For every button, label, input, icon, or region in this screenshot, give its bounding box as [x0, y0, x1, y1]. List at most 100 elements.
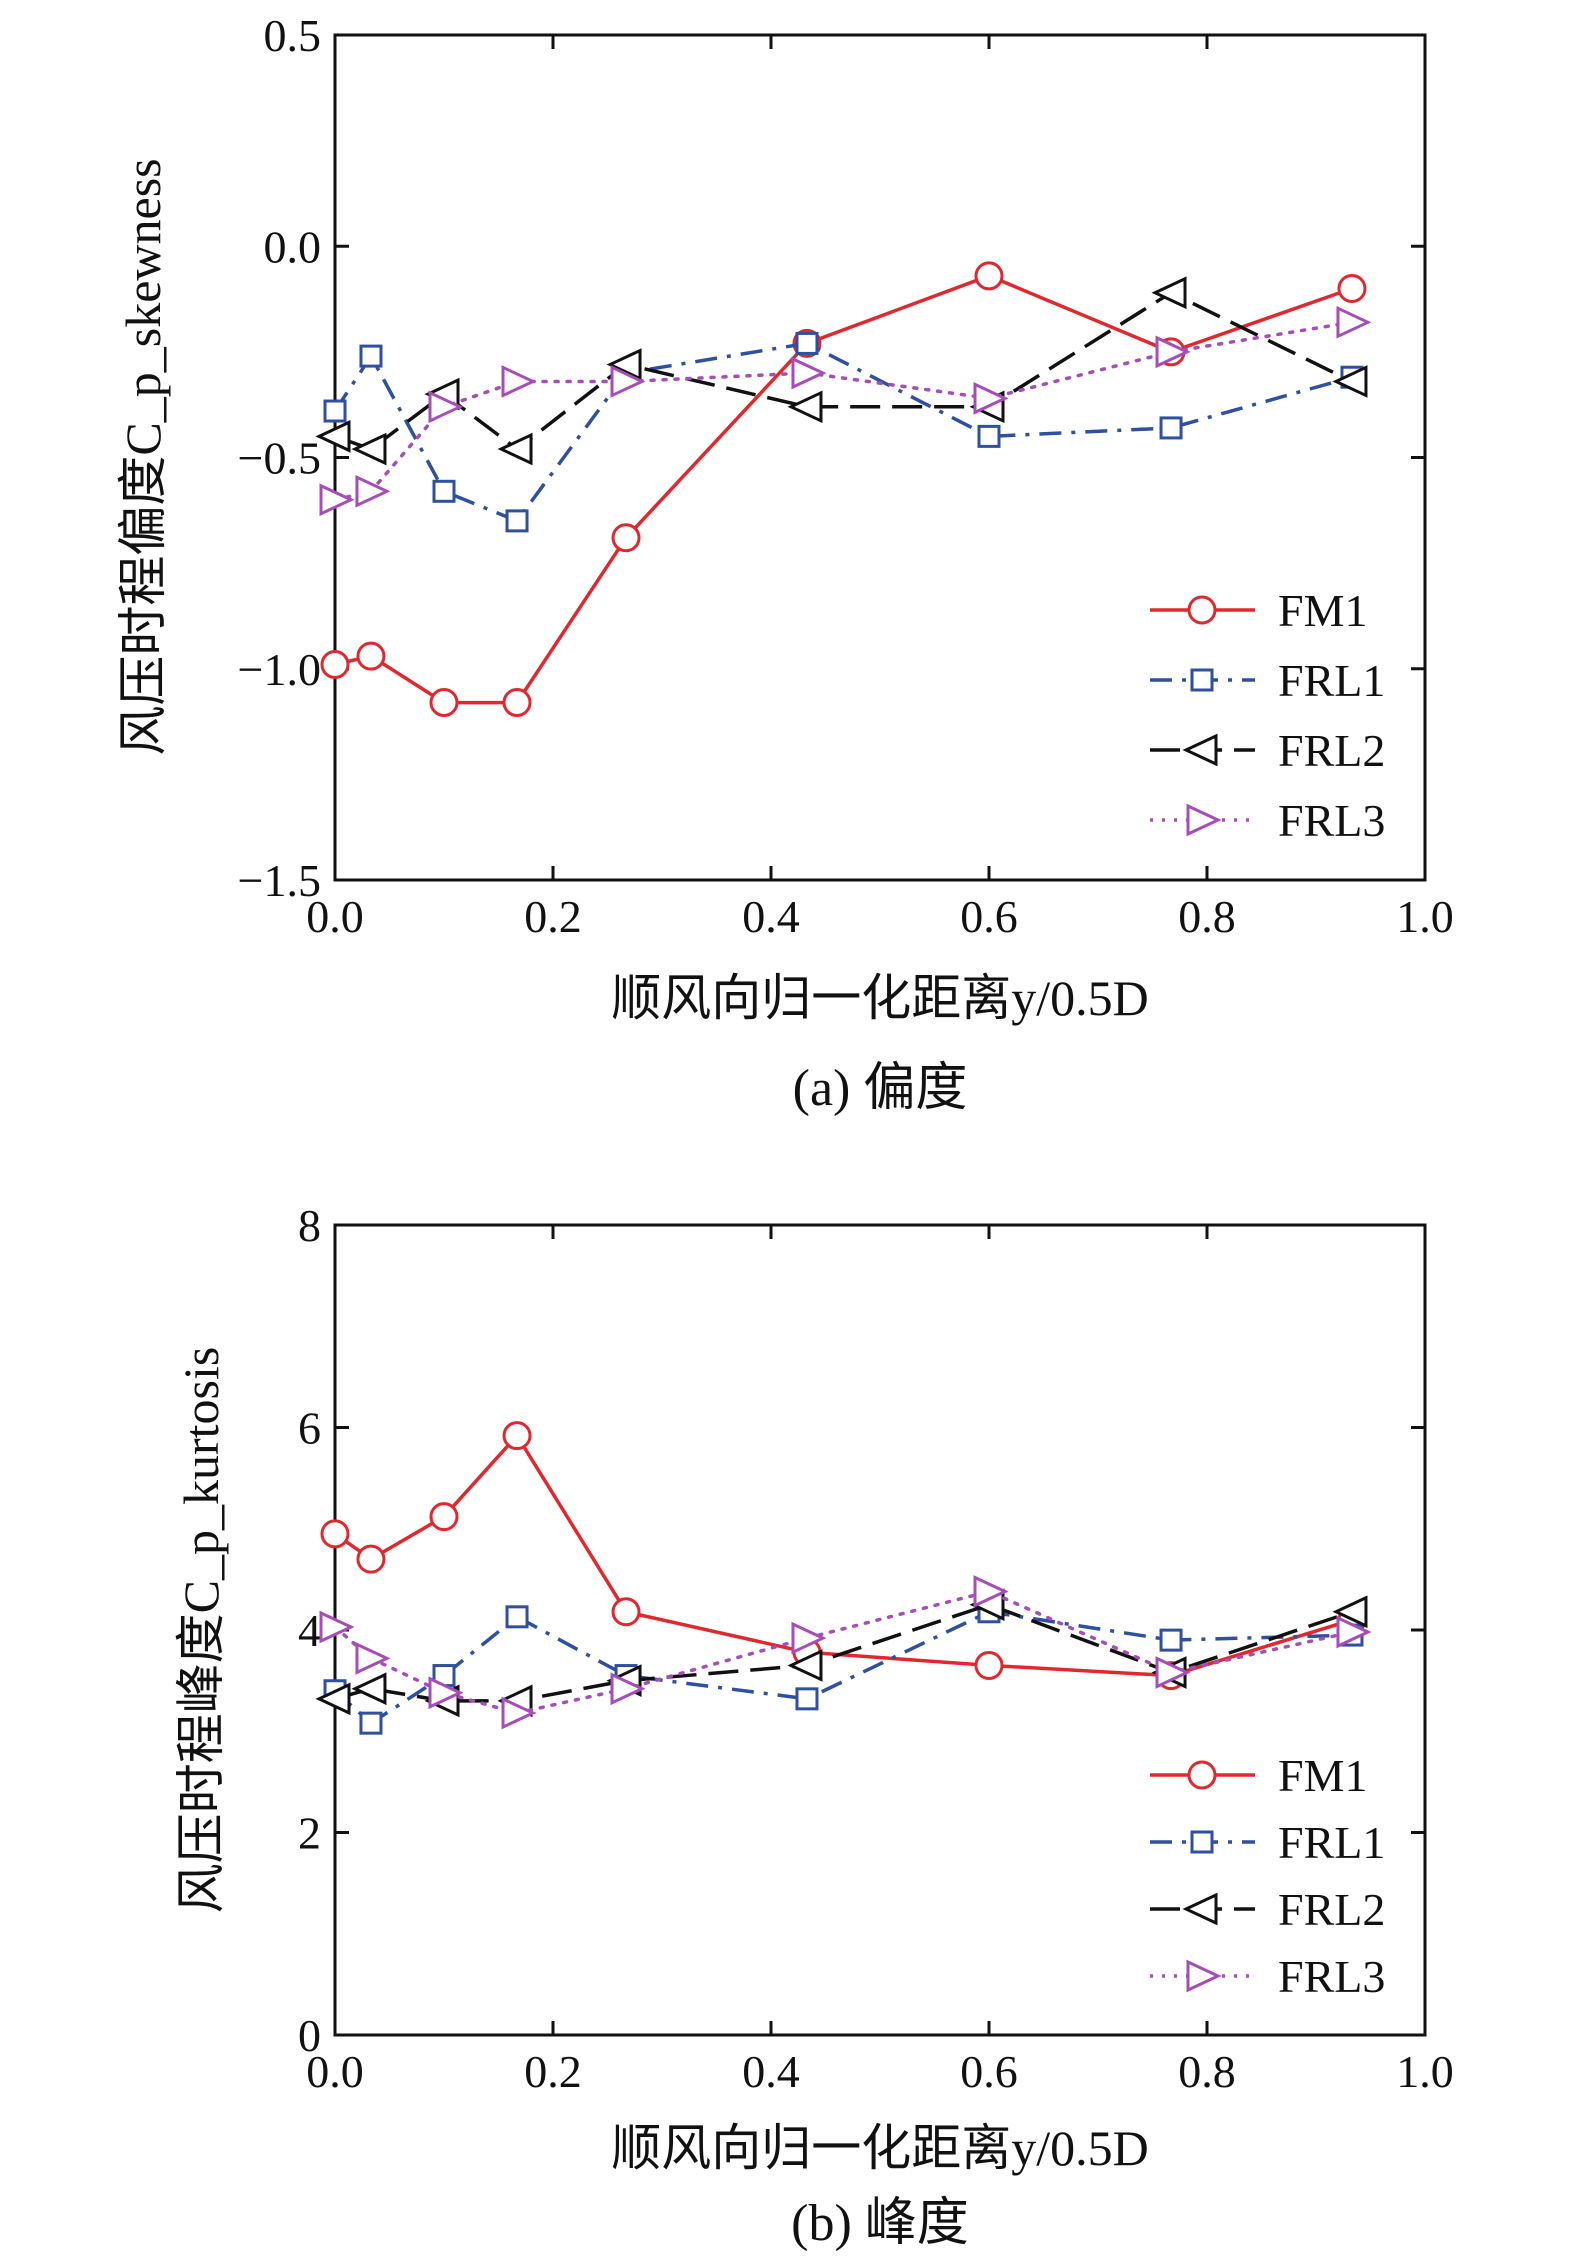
legend-marker-fm1 — [1187, 595, 1217, 625]
x-axis-title: 顺风向归一化距离y/0.5D — [611, 2120, 1149, 2176]
data-point-fm1 — [974, 261, 1004, 291]
data-point-frl3 — [1336, 305, 1372, 339]
data-point-fm1 — [502, 688, 532, 718]
plot-frame — [333, 33, 1427, 882]
series-group — [315, 1421, 1372, 1735]
data-point-frl1 — [795, 1687, 819, 1711]
legend-marker-frl3 — [1186, 1959, 1222, 1993]
x-tick-label: 0.8 — [1178, 2046, 1236, 2097]
data-point-frl3 — [355, 1641, 391, 1675]
series-line-frl1 — [333, 341, 1353, 523]
x-tick-label: 0.0 — [306, 2046, 364, 2097]
x-tick-label: 0.4 — [742, 891, 800, 942]
panel-caption: (b) 峰度 — [791, 2195, 969, 2252]
data-point-frl3 — [428, 1676, 464, 1710]
x-tick-label: 0.6 — [960, 2046, 1018, 2097]
x-tick-label: 0.4 — [742, 2046, 800, 2097]
data-point-frl1 — [432, 479, 456, 503]
x-tick-label: 1.0 — [1396, 891, 1454, 942]
legend-label-frl1: FRL1 — [1278, 655, 1385, 706]
y-tick-label: 2 — [298, 1808, 321, 1859]
legend-marker-frl3 — [1186, 803, 1222, 837]
legend: FM1 FRL1 FRL2 FRL3 — [1150, 1750, 1385, 2002]
legend-marker-frl1 — [1190, 1830, 1214, 1854]
data-point-frl1 — [1159, 1628, 1183, 1652]
data-point-fm1 — [429, 1502, 459, 1532]
legend-label-frl1: FRL1 — [1278, 1817, 1385, 1868]
data-point-frl1 — [323, 399, 347, 423]
legend-marker-frl2 — [1182, 1892, 1218, 1926]
data-point-frl3 — [501, 1696, 537, 1730]
data-point-frl2 — [351, 432, 387, 466]
x-tick-label: 0.2 — [524, 2046, 582, 2097]
data-point-frl2 — [315, 420, 351, 453]
data-point-frl1 — [359, 344, 383, 368]
data-point-frl2 — [606, 348, 642, 381]
panel-a-skewness: 0.0 0.2 0.4 0.6 0.8 1.0 −1.5 −1.0 −0.5 0.0 0.5 FM1… — [115, 10, 1454, 1117]
data-point-frl1 — [505, 509, 529, 533]
data-point-frl1 — [795, 331, 819, 355]
series-line-fm1 — [334, 274, 1353, 705]
data-point-fm1 — [974, 1650, 1004, 1680]
y-tick-label: −1.5 — [238, 855, 321, 906]
data-point-frl2 — [1332, 1595, 1368, 1629]
data-point-frl1 — [1159, 416, 1183, 440]
data-point-frl1 — [977, 424, 1001, 448]
x-tick-label: 0.0 — [306, 891, 364, 942]
data-point-frl3 — [791, 1621, 827, 1655]
series-line-frl2 — [334, 1602, 1353, 1703]
data-point-frl3 — [973, 381, 1009, 415]
series-line-frl2 — [334, 290, 1353, 451]
y-tick-label: 6 — [298, 1403, 321, 1454]
data-point-frl2 — [787, 1649, 823, 1682]
data-point-frl3 — [791, 356, 827, 390]
y-tick-label: 0 — [298, 2010, 321, 2061]
data-point-frl3 — [973, 1575, 1009, 1608]
data-point-frl2 — [1332, 365, 1368, 398]
data-point-frl3 — [319, 1610, 355, 1644]
legend-label-frl3: FRL3 — [1278, 795, 1385, 846]
data-point-frl2 — [497, 432, 533, 466]
y-tick-label: 0.0 — [264, 221, 322, 272]
data-point-frl3 — [355, 474, 391, 508]
legend: FM1 FRL1 FRL2 FRL3 — [1150, 585, 1385, 846]
y-tick-label: −1.0 — [238, 644, 321, 695]
tick-group: 0.0 0.2 0.4 0.6 0.8 1.0 0 2 4 6 8 — [298, 1200, 1454, 2097]
y-tick-label: 8 — [298, 1200, 321, 1251]
data-point-frl2 — [787, 390, 823, 424]
data-point-frl3 — [1155, 335, 1191, 369]
x-tick-label: 0.8 — [1178, 891, 1236, 942]
data-point-fm1 — [356, 1544, 386, 1574]
legend-marker-fm1 — [1187, 1760, 1217, 1790]
series-line-frl1 — [333, 1610, 1353, 1725]
y-axis-title: 风压时程偏度C_p_skewness — [115, 158, 171, 755]
data-point-fm1 — [502, 1421, 532, 1451]
panel-caption: (a) 偏度 — [793, 1060, 968, 1117]
legend-label-frl2: FRL2 — [1278, 1884, 1385, 1935]
legend-label-fm1: FM1 — [1278, 1750, 1367, 1801]
y-tick-label: 0.5 — [264, 10, 322, 61]
data-point-frl1 — [359, 1711, 383, 1735]
data-point-fm1 — [611, 1597, 641, 1627]
data-point-frl2 — [351, 1672, 387, 1706]
legend-marker-frl1 — [1190, 668, 1214, 692]
data-point-fm1 — [320, 650, 350, 680]
data-point-frl2 — [1151, 276, 1187, 310]
data-point-frl3 — [501, 365, 537, 398]
series-line-frl3 — [333, 320, 1354, 502]
x-tick-label: 0.2 — [524, 891, 582, 942]
legend-label-fm1: FM1 — [1278, 585, 1367, 636]
data-point-frl3 — [610, 1672, 646, 1706]
data-point-frl3 — [1155, 1656, 1191, 1689]
tick-group: 0.0 0.2 0.4 0.6 0.8 1.0 −1.5 −1.0 −0.5 0.0 0.5 — [238, 10, 1454, 942]
data-point-fm1 — [1337, 274, 1367, 303]
data-point-frl3 — [428, 390, 464, 424]
series-group — [315, 261, 1372, 718]
legend-label-frl3: FRL3 — [1278, 1951, 1385, 2002]
data-point-frl3 — [610, 365, 646, 398]
legend-marker-frl2 — [1182, 733, 1218, 767]
x-tick-label: 0.6 — [960, 891, 1018, 942]
data-point-fm1 — [611, 523, 641, 553]
